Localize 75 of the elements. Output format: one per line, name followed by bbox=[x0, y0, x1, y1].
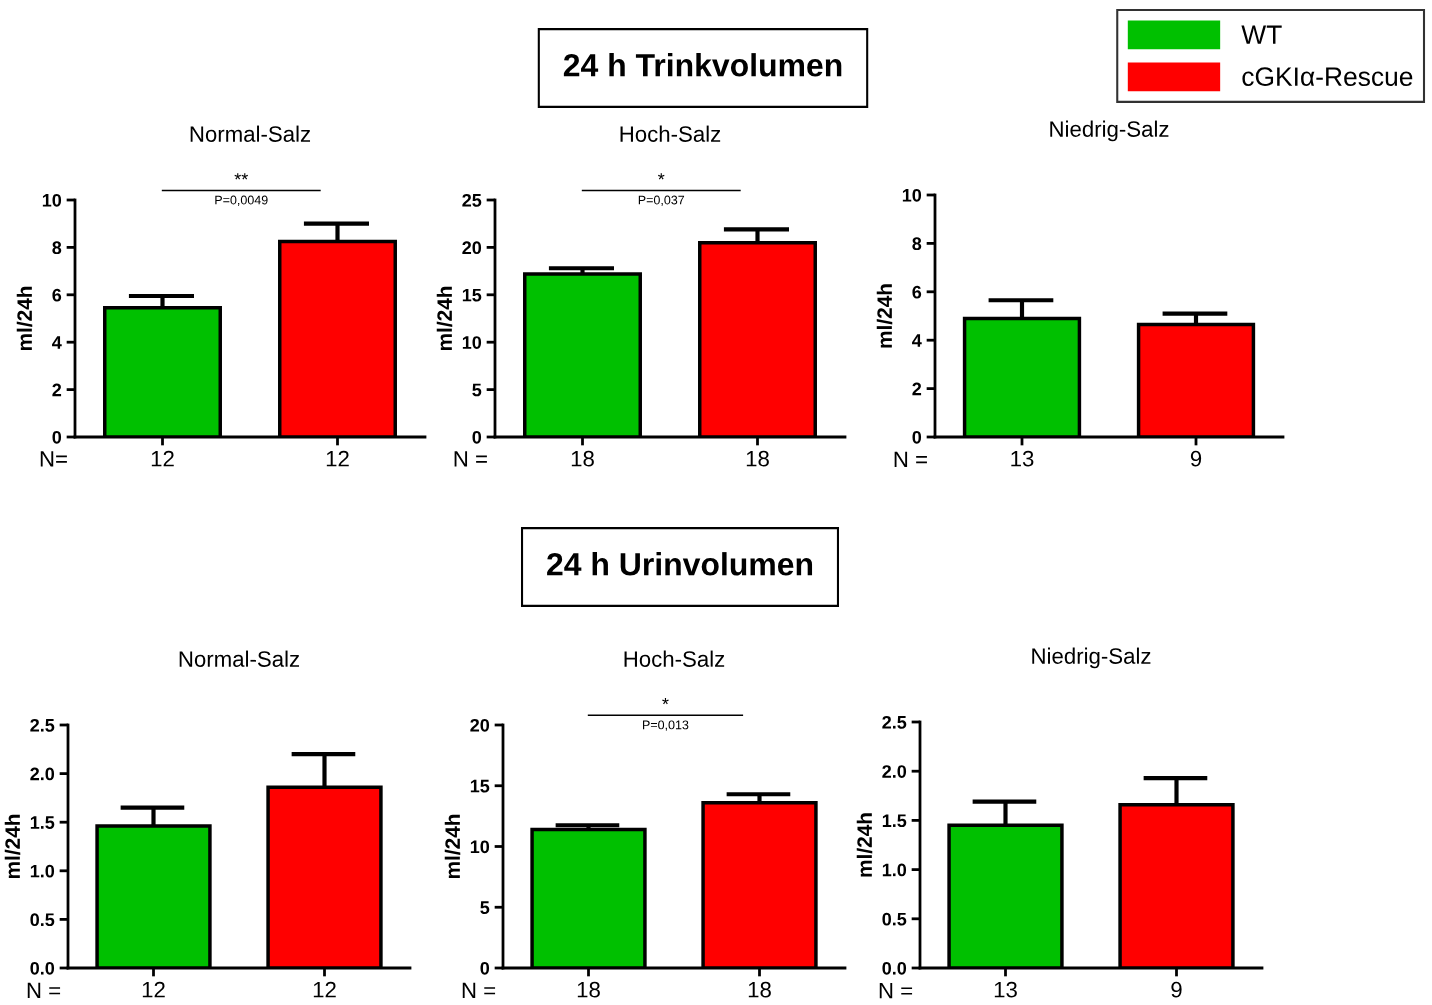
text: * bbox=[658, 173, 665, 180]
y-tick-label: 6 bbox=[912, 285, 922, 299]
annotation: P=0,013 bbox=[643, 720, 689, 731]
y-tick-label: 4 bbox=[52, 336, 62, 349]
y-axis-title: ml/24h bbox=[16, 286, 33, 351]
y-tick-label: 15 bbox=[470, 779, 490, 793]
y-tick-label: 2.5 bbox=[882, 715, 907, 729]
y-tick-label: 1.5 bbox=[882, 814, 907, 828]
y-tick-label: 4 bbox=[912, 334, 922, 347]
y-tick-label: 2.5 bbox=[30, 718, 55, 732]
y-tick-label: 20 bbox=[470, 718, 490, 732]
legend-label: cGKIα-Rescue bbox=[1242, 67, 1413, 86]
x-tick-label: 18 bbox=[571, 450, 594, 467]
y-tick-label: 25 bbox=[462, 193, 482, 207]
x-axis-title: N = bbox=[879, 983, 913, 999]
y-tick-label: 10 bbox=[462, 336, 482, 349]
y-tick-label: 0.0 bbox=[30, 961, 55, 975]
annotation: P=0,037 bbox=[638, 195, 685, 206]
chart-subtitle: 24 h Urinvolumen bbox=[547, 552, 813, 576]
text: * bbox=[662, 697, 669, 705]
y-tick-label: 2 bbox=[52, 383, 62, 397]
chart-title: Hoch-Salz bbox=[620, 125, 721, 142]
legend-label: WT bbox=[1241, 25, 1282, 44]
y-tick-label: 20 bbox=[462, 241, 482, 255]
y-tick-label: 10 bbox=[42, 193, 62, 207]
x-tick-label: 9 bbox=[1190, 450, 1202, 467]
y-tick-label: 15 bbox=[462, 288, 482, 302]
y-tick-label: 1.0 bbox=[30, 864, 55, 878]
y-tick-label: 1.0 bbox=[882, 863, 907, 877]
y-tick-label: 1.5 bbox=[30, 816, 55, 829]
chart-title: Niedrig-Salz bbox=[1050, 120, 1169, 142]
chart-title: Hoch-Salz bbox=[624, 650, 725, 667]
y-tick-label: 0 bbox=[912, 430, 922, 444]
y-tick-label: 0 bbox=[480, 961, 490, 975]
y-tick-label: 2.0 bbox=[30, 767, 55, 781]
chart-title: Niedrig-Salz bbox=[1032, 647, 1151, 669]
y-tick-label: 0 bbox=[472, 430, 482, 444]
y-tick-label: 8 bbox=[52, 241, 62, 255]
x-axis-title: N = bbox=[894, 451, 927, 467]
x-axis-title: N = bbox=[454, 451, 487, 467]
y-tick-label: 5 bbox=[472, 383, 482, 397]
text: ** bbox=[234, 173, 248, 180]
x-tick-label: 12 bbox=[151, 450, 174, 467]
annotation: P=0,0049 bbox=[215, 195, 268, 206]
x-axis-title: N= bbox=[40, 451, 67, 467]
y-axis-title: ml/24h bbox=[856, 813, 873, 877]
y-axis-title: ml/24h bbox=[4, 814, 21, 879]
chart-title: Normal-Salz bbox=[179, 650, 300, 667]
y-tick-label: 10 bbox=[902, 188, 922, 202]
chart-subtitle: 24 h Trinkvolumen bbox=[563, 53, 842, 77]
x-tick-label: 18 bbox=[748, 981, 771, 998]
x-axis-title: N = bbox=[462, 982, 496, 999]
y-tick-label: 2.0 bbox=[882, 765, 907, 778]
y-tick-label: 8 bbox=[912, 237, 922, 251]
y-axis-title: ml/24h bbox=[876, 284, 893, 348]
x-tick-label: 13 bbox=[1011, 450, 1034, 467]
chart-title: Normal-Salz bbox=[190, 125, 311, 142]
x-tick-label: 12 bbox=[142, 981, 165, 998]
x-tick-label: 18 bbox=[746, 450, 769, 467]
x-tick-label: 12 bbox=[326, 450, 349, 467]
y-tick-label: 0.5 bbox=[30, 913, 55, 927]
x-tick-label: 18 bbox=[577, 981, 600, 998]
y-axis-title: ml/24h bbox=[444, 814, 461, 879]
y-tick-label: 0 bbox=[52, 430, 62, 444]
y-tick-label: 10 bbox=[470, 840, 490, 854]
y-tick-label: 2 bbox=[912, 382, 922, 396]
y-tick-label: 0.0 bbox=[882, 961, 907, 975]
x-tick-label: 13 bbox=[994, 981, 1017, 998]
x-tick-label: 9 bbox=[1171, 981, 1182, 998]
y-tick-label: 6 bbox=[52, 288, 62, 302]
y-tick-label: 5 bbox=[480, 901, 490, 914]
x-axis-title: N = bbox=[27, 982, 61, 999]
y-axis-title: ml/24h bbox=[436, 286, 453, 351]
x-tick-label: 12 bbox=[313, 981, 336, 998]
y-tick-label: 0.5 bbox=[882, 912, 907, 926]
